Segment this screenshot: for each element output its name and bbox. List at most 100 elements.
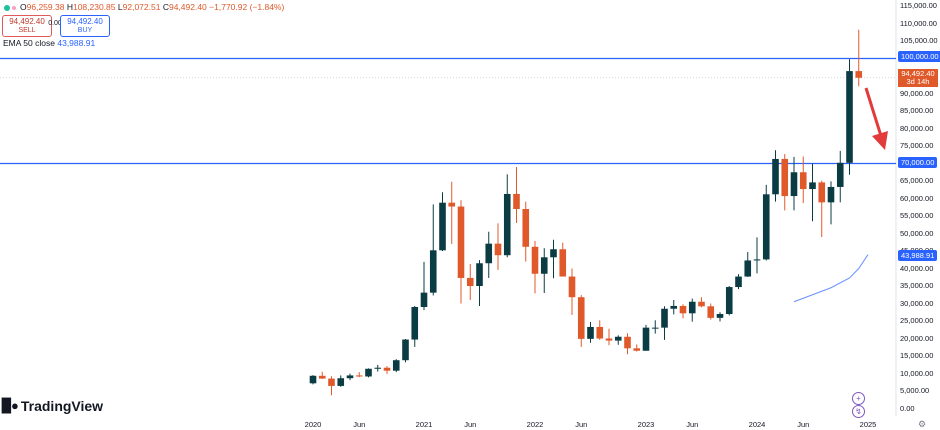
x-tick-label: Jun <box>797 420 810 429</box>
x-tick-label: 2022 <box>526 420 544 429</box>
buy-label: BUY <box>77 27 93 34</box>
y-tick-label: 10,000.00 <box>900 368 934 378</box>
x-tick-label: 2020 <box>304 420 322 429</box>
candle-body <box>614 336 622 341</box>
x-tick-label: 2023 <box>637 420 655 429</box>
y-tick-label: 90,000.00 <box>900 88 934 98</box>
arrow-shaft <box>864 87 883 137</box>
candle-body <box>568 276 576 298</box>
candle-body <box>762 194 770 260</box>
candle-body <box>476 263 483 286</box>
x-tick-label: 2021 <box>415 420 433 429</box>
candle-body <box>809 182 816 190</box>
sell-label: SELL <box>18 27 36 34</box>
change-value: −1,770.92 (−1.84%) <box>209 2 285 12</box>
candle-body <box>503 193 511 256</box>
y-tick-label: 65,000.00 <box>900 176 934 185</box>
candle-body <box>753 259 761 261</box>
candle-body <box>328 378 335 386</box>
candle-body <box>679 305 687 314</box>
current-price-badge: 94,492.40 3d 14h <box>898 69 938 87</box>
candle-body <box>846 71 853 163</box>
ema-value: 43,988.91 <box>57 38 96 48</box>
candle-body <box>725 287 733 314</box>
buy-button[interactable]: 94,492.40 BUY <box>60 15 110 37</box>
candle-body <box>633 348 641 351</box>
candle-body <box>392 360 400 371</box>
candle-body <box>596 326 604 339</box>
candle-body <box>707 306 715 318</box>
candle-body <box>735 276 742 288</box>
tradingview-logo[interactable]: ▉● TradingView <box>2 398 103 414</box>
y-tick-label: 60,000.00 <box>900 193 934 203</box>
candle-body <box>688 301 696 314</box>
candle-body <box>605 338 613 341</box>
tradingview-logo-icon: ▉● <box>2 398 19 413</box>
arrow-head <box>872 131 888 150</box>
y-tick-label: 75,000.00 <box>900 141 934 150</box>
bar-countdown: 3d 14h <box>906 77 930 86</box>
x-tick-label: Jun <box>353 420 366 429</box>
line-badge-upper[interactable]: 100,000.00 <box>898 51 940 62</box>
candle-body <box>661 308 668 328</box>
spread-value: 0.00 <box>48 20 62 27</box>
x-tick-label: Jun <box>575 420 588 429</box>
y-tick-label: 20,000.00 <box>900 333 934 343</box>
y-tick-label: 55,000.00 <box>900 211 934 220</box>
x-tick-label: 2025 <box>859 420 877 429</box>
y-tick-label: 35,000.00 <box>900 281 934 290</box>
y-tick-label: 80,000.00 <box>900 123 934 133</box>
candle-body <box>836 162 844 187</box>
candle-body <box>485 243 493 264</box>
candle-body <box>781 158 789 197</box>
candle-body <box>439 202 446 251</box>
candle-body <box>716 314 724 318</box>
symbol-logo-icon <box>4 4 10 11</box>
sell-button[interactable]: 94,492.40 SELL <box>2 15 52 37</box>
candle-body <box>855 71 863 78</box>
y-tick-label: 40,000.00 <box>900 263 934 273</box>
line-badge-lower[interactable]: 70,000.00 <box>898 157 938 168</box>
candle-body <box>642 327 650 351</box>
ohlc-legend: O96,259.38 H108,230.85 L92,072.51 C94,49… <box>4 2 284 12</box>
y-tick-label: 15,000.00 <box>900 351 934 360</box>
candle-body <box>346 375 354 379</box>
candle-body <box>411 307 419 340</box>
y-tick-label: 25,000.00 <box>900 316 934 325</box>
candle-body <box>559 249 567 277</box>
ema-legend[interactable]: EMA 50 close 43,988.91 <box>3 38 95 48</box>
candle-body <box>577 297 585 339</box>
sell-price: 94,492.40 <box>9 17 45 26</box>
y-tick-label: 110,000.00 <box>900 18 937 28</box>
candle-body <box>651 327 659 329</box>
candle-body <box>365 368 372 377</box>
candle-body <box>457 206 465 278</box>
gear-icon[interactable]: ⚙ <box>918 419 927 429</box>
candle-body <box>355 375 363 377</box>
candle-body <box>494 243 502 256</box>
x-tick-label: Jun <box>464 420 477 429</box>
candle-body <box>513 193 520 209</box>
candle-body <box>429 250 437 293</box>
y-tick-label: 105,000.00 <box>900 36 938 45</box>
candle-body <box>337 378 345 386</box>
add-icon[interactable]: + <box>852 392 865 405</box>
market-status-icon <box>12 5 16 10</box>
candle-body <box>744 260 752 277</box>
candle-body <box>772 158 779 195</box>
lightning-icon[interactable]: ↯ <box>852 405 865 418</box>
candle-body <box>448 202 456 207</box>
ema-badge: 43,988.91 <box>898 250 938 261</box>
y-tick-label: 5,000.00 <box>900 386 930 395</box>
high-value: 108,230.85 <box>72 2 116 12</box>
x-tick-label: 2024 <box>748 420 766 429</box>
open-value: 96,259.38 <box>26 2 65 12</box>
candle-body <box>818 182 826 203</box>
y-tick-label: 30,000.00 <box>900 298 934 308</box>
close-value: 94,492.40 <box>168 2 207 12</box>
candle-body <box>402 339 409 361</box>
current-price: 94,492.40 <box>901 69 935 78</box>
candle-body <box>522 209 530 247</box>
candle-body <box>383 367 391 371</box>
